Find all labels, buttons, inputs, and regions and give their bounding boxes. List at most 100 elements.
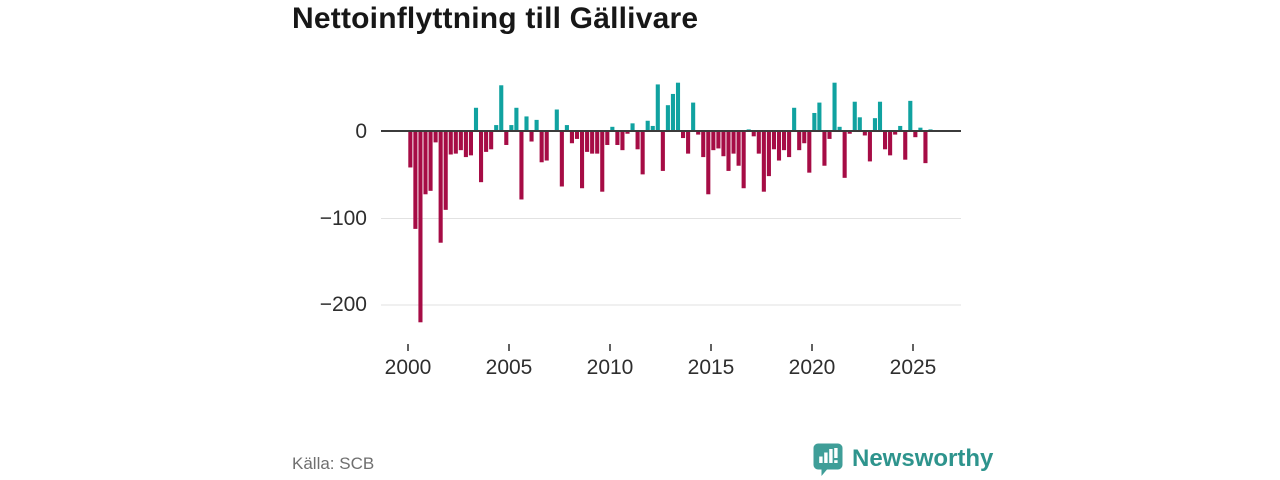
bar-2014-Q1 [691,102,696,132]
bar-2005-Q1 [509,125,514,132]
bar-2025-Q3 [923,132,928,164]
bar-2023-Q2 [877,101,883,132]
brand-logo: Newsworthy [813,443,993,477]
bar-2002-Q3 [458,132,463,151]
bar-2008-Q2 [574,132,580,139]
bar-2005-Q3 [519,132,524,200]
bar-2003-Q2 [473,107,479,132]
bar-2000-Q2 [413,132,418,229]
x-tick-label-2020: 2020 [788,356,836,379]
bar-2014-Q3 [701,132,706,158]
bar-2024-Q1 [893,132,898,135]
bar-2017-Q3 [761,132,766,192]
bar-2015-Q3 [721,132,726,157]
bar-2015-Q4 [726,132,731,171]
bar-2003-Q3 [479,132,484,183]
bar-2013-Q4 [686,132,691,154]
bar-2013-Q1 [670,93,675,132]
bar-2008-Q3 [580,132,585,189]
bar-2006-Q4 [544,132,549,161]
x-tick-label-2010: 2010 [586,356,634,379]
x-tick-label-2005: 2005 [485,356,533,379]
bar-2024-Q2 [898,125,903,132]
y-tick-label-0: 0 [355,120,367,143]
brand-name: Newsworthy [852,445,994,472]
bar-2016-Q3 [741,132,746,189]
bar-2009-Q4 [605,132,610,145]
bar-2000-Q1 [408,132,413,168]
bar-2009-Q2 [595,132,600,154]
bar-2018-Q3 [782,132,787,151]
bar-2023-Q1 [872,118,877,132]
bar-2003-Q4 [484,132,489,152]
bar-2013-Q2 [675,82,681,132]
bar-2022-Q1 [852,101,857,132]
bar-2025-Q1 [913,132,918,138]
bar-2012-Q4 [665,105,670,133]
bar-2012-Q1 [650,125,655,132]
bar-2007-Q2 [554,109,559,132]
bar-2017-Q4 [766,132,771,177]
bar-2020-Q2 [817,102,822,132]
chart-title: Nettoinflyttning till Gällivare [292,2,699,35]
bar-2015-Q2 [716,132,721,149]
bar-2007-Q4 [564,125,569,132]
bar-2004-Q1 [489,132,494,150]
bar-2022-Q2 [857,117,862,133]
y-tick-label--100: −100 [319,206,367,230]
bar-2024-Q4 [908,100,913,132]
bar-2016-Q1 [731,132,736,154]
bar-2000-Q4 [423,132,428,195]
bar-2001-Q4 [443,132,448,210]
bar-2011-Q1 [630,123,635,132]
bar-2011-Q2 [635,132,640,150]
bar-2001-Q1 [428,132,433,191]
bar-2006-Q1 [529,132,534,142]
bar-2012-Q2 [655,84,660,132]
x-tick-label-2025: 2025 [889,356,937,379]
bar-2001-Q2 [433,132,438,143]
bar-2008-Q4 [585,132,590,152]
bar-2010-Q3 [620,132,625,151]
bar-2019-Q3 [802,132,807,144]
bar-2022-Q3 [862,132,867,136]
x-tick-label-2015: 2015 [687,356,735,379]
bar-2003-Q1 [468,132,473,156]
bar-2014-Q2 [696,132,701,135]
bar-2010-Q4 [625,132,630,134]
bar-2020-Q3 [822,132,827,166]
bar-2002-Q4 [463,132,468,158]
bar-2019-Q2 [797,132,802,151]
bar-2014-Q4 [706,132,711,195]
y-tick-label--200: −200 [319,293,367,316]
bar-2018-Q4 [787,132,792,158]
bar-2018-Q1 [771,132,776,150]
bar-2023-Q3 [883,132,888,150]
bar-2010-Q2 [615,132,620,145]
bar-2021-Q4 [847,132,852,134]
bar-2020-Q4 [827,132,832,139]
source-note: Källa: SCB [292,454,375,473]
bar-2019-Q4 [807,132,812,173]
bar-2007-Q3 [559,132,564,187]
bar-2010-Q1 [610,126,615,132]
bar-2002-Q2 [453,132,458,154]
bar-2024-Q3 [903,132,908,160]
bar-2000-Q3 [418,132,423,323]
bar-2021-Q3 [842,132,847,178]
x-tick-label-2000: 2000 [384,356,432,379]
bar-2022-Q4 [867,132,872,162]
bar-2017-Q2 [756,132,761,154]
bar-2021-Q2 [837,126,842,132]
bar-2017-Q1 [751,132,756,137]
bar-2008-Q1 [569,132,574,144]
bar-2011-Q3 [640,132,645,175]
bar-2015-Q1 [711,132,716,151]
bar-2023-Q4 [888,132,893,156]
bar-2001-Q3 [438,132,443,243]
bar-2004-Q2 [494,125,499,132]
newsworthy-speech-bubble-bar-chart-icon [813,443,843,476]
bar-2004-Q3 [499,85,504,132]
